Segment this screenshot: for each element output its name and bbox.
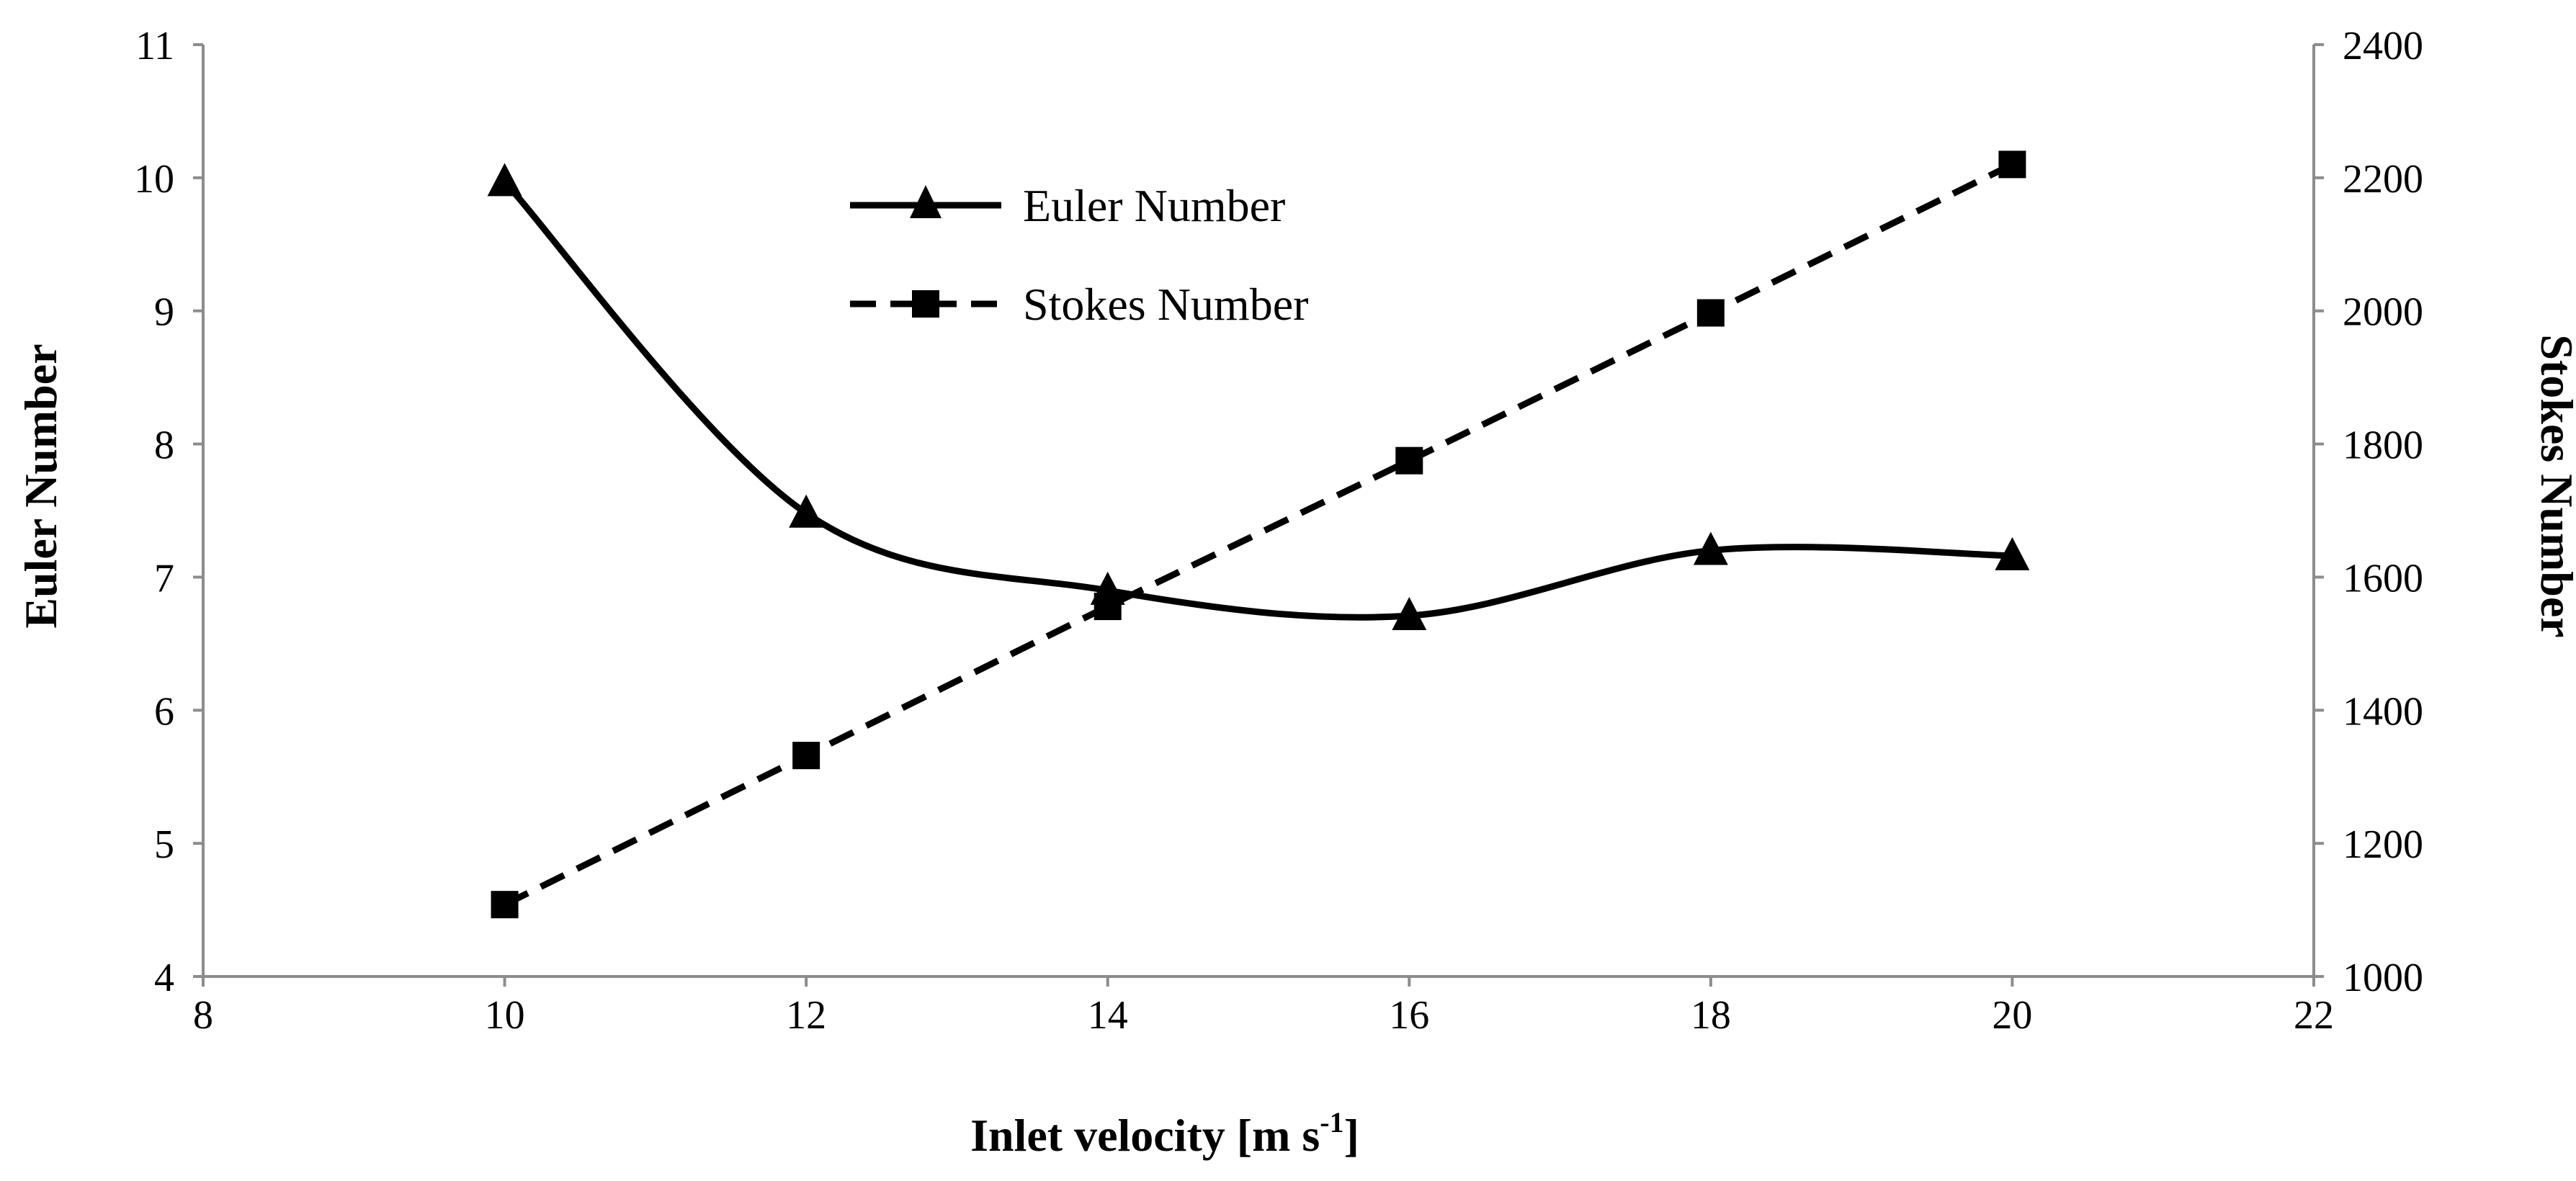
y2-tick-label: 1000 bbox=[2343, 956, 2423, 1000]
legend: Euler Number Stokes Number bbox=[850, 180, 1308, 330]
y2-tick-label: 1400 bbox=[2343, 689, 2423, 734]
stokes-number-point bbox=[491, 891, 519, 919]
y2-tick-label: 2000 bbox=[2343, 290, 2423, 335]
legend-stokes-label: Stokes Number bbox=[1023, 279, 1308, 330]
y-axis-title: Euler Number bbox=[15, 343, 66, 628]
y-tick-label: 8 bbox=[154, 423, 174, 468]
euler-number-point bbox=[487, 163, 522, 197]
y-tick-label: 5 bbox=[154, 822, 174, 867]
y2-axis-title: Stokes Number bbox=[2531, 334, 2576, 637]
x-tick-label: 8 bbox=[193, 993, 213, 1038]
stokes-number-line bbox=[503, 161, 2014, 908]
y2-tick-label: 2400 bbox=[2343, 24, 2423, 68]
euler-number-line bbox=[502, 179, 2013, 621]
euler-number-point bbox=[1995, 536, 2030, 570]
x-tick-label: 18 bbox=[1691, 993, 1731, 1038]
legend-item-euler: Euler Number bbox=[850, 180, 1285, 231]
y2-tick-label: 1800 bbox=[2343, 423, 2423, 468]
x-tick-label: 20 bbox=[1992, 993, 2032, 1038]
y-tick-label: 6 bbox=[154, 689, 174, 734]
y-tick-label: 7 bbox=[154, 556, 174, 601]
y-tick-label: 9 bbox=[154, 290, 174, 335]
legend-stokes-marker bbox=[912, 290, 939, 318]
stokes-number-point bbox=[1696, 299, 1725, 327]
y2-tick-label: 2200 bbox=[2343, 157, 2423, 202]
x-ticks: 8 10 12 14 16 18 20 22 bbox=[193, 976, 2334, 1038]
euler-number-point bbox=[1392, 597, 1427, 631]
series-layer bbox=[487, 151, 2030, 919]
x-tick-label: 22 bbox=[2294, 993, 2334, 1038]
legend-item-stokes: Stokes Number bbox=[850, 279, 1308, 330]
x-tick-label: 12 bbox=[786, 993, 826, 1038]
legend-euler-marker bbox=[910, 185, 942, 218]
stokes-number-point bbox=[1395, 446, 1423, 475]
y-tick-label: 10 bbox=[134, 157, 174, 202]
legend-euler-label: Euler Number bbox=[1023, 180, 1285, 231]
euler-number-point bbox=[789, 494, 824, 528]
euler-number-point bbox=[1693, 531, 1728, 565]
stokes-number-point bbox=[792, 742, 820, 770]
y2-tick-label: 1200 bbox=[2343, 822, 2423, 867]
y-tick-label: 4 bbox=[154, 956, 174, 1000]
x-tick-label: 10 bbox=[485, 993, 525, 1038]
y-tick-label: 11 bbox=[135, 24, 174, 68]
y-ticks: 4 5 6 7 8 9 10 11 bbox=[134, 24, 203, 1000]
y2-tick-label: 1600 bbox=[2343, 556, 2423, 601]
stokes-number-point bbox=[1094, 593, 1122, 621]
y2-ticks: 1000 1200 1400 1600 1800 2000 2200 2400 bbox=[2314, 24, 2423, 1000]
x-tick-label: 16 bbox=[1389, 993, 1429, 1038]
stokes-number-point bbox=[1998, 151, 2026, 179]
x-axis-title: Inlet velocity [m s-1] bbox=[970, 1106, 1359, 1161]
x-tick-label: 14 bbox=[1088, 993, 1128, 1038]
